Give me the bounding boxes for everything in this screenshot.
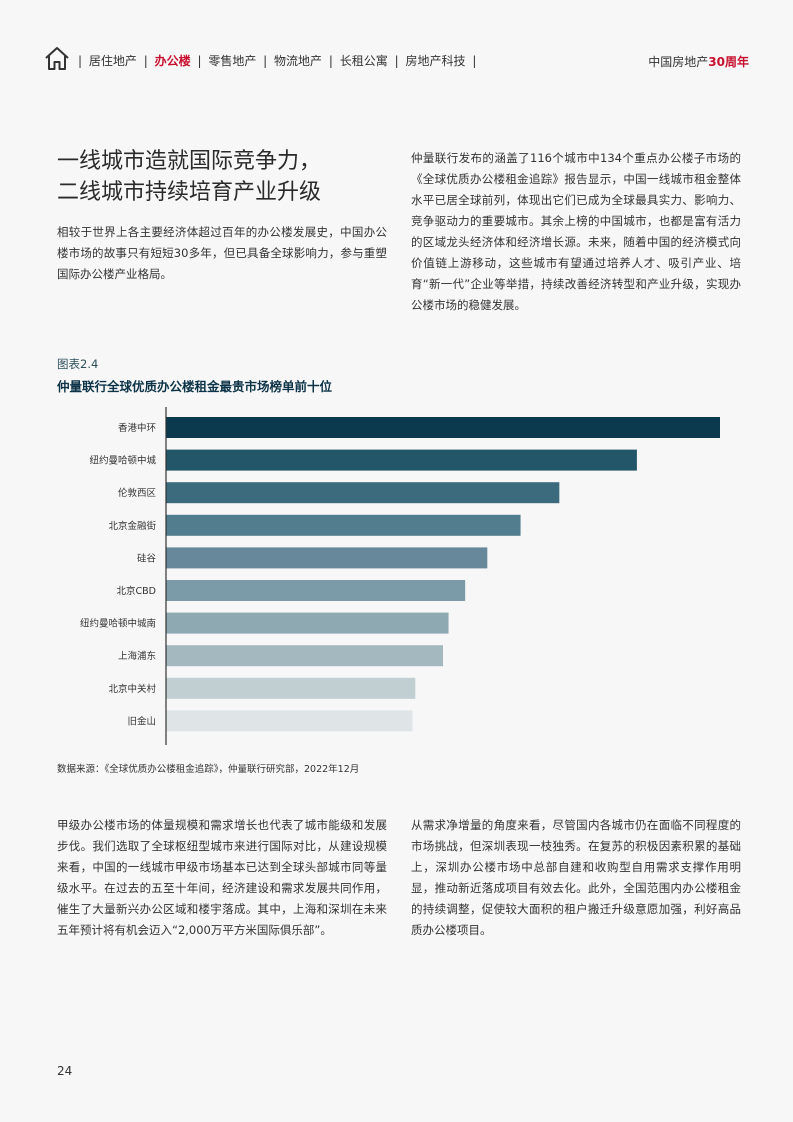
intro-paragraph: 相较于世界上各主要经济体超过百年的办公楼发展史，中国办公楼市场的故事只有短短30… [57, 225, 387, 281]
nav-item-proptech[interactable]: 房地产科技 [405, 54, 466, 68]
category-label: 硅谷 [137, 552, 157, 564]
nav-separator: | [197, 54, 202, 68]
bar-8 [166, 645, 443, 667]
left-column-paragraph: 甲级办公楼市场的体量规模和需求增长也代表了城市能级和发展步伐。我们选取了全球枢纽… [57, 818, 387, 937]
bar-9 [166, 677, 416, 699]
category-label: 香港中环 [118, 422, 156, 434]
category-label: 纽约曼哈顿中城 [89, 455, 156, 467]
nav-item-retail[interactable]: 零售地产 [208, 54, 257, 68]
nav-item-rental-apartments[interactable]: 长租公寓 [339, 54, 388, 68]
figure-title: 仲量联行全球优质办公楼租金最贵市场榜单前十位 [57, 379, 333, 394]
right-column-paragraph-2: 从需求净增量的角度来看，尽管国内各城市仍在面临不同程度的市场挑战，但深圳表现一枝… [411, 818, 741, 937]
bar-5 [166, 547, 488, 569]
headline-line-2: 二线城市持续培育产业升级 [57, 180, 322, 205]
nav-separator: | [472, 54, 477, 68]
category-label: 上海浦东 [118, 650, 156, 662]
section-headline: 一线城市造就国际竞争力， 二线城市持续培育产业升级 [57, 146, 321, 208]
bar-4 [166, 514, 521, 536]
nav-item-office[interactable]: 办公楼 [154, 54, 191, 68]
brand-accent: 30周年 [708, 55, 749, 69]
figure-source: 数据来源：《全球优质办公楼租金追踪》，仲量联行研究部，2022年12月 [57, 764, 360, 775]
brand-prefix: 中国房地产 [648, 55, 709, 69]
bar-7 [166, 612, 449, 634]
house-icon[interactable] [44, 45, 70, 71]
nav-separator: | [78, 54, 83, 68]
headline-line-1: 一线城市造就国际竞争力， [57, 149, 322, 174]
nav-separator: | [328, 54, 333, 68]
figure-label: 图表2.4 [57, 357, 99, 371]
category-label: 北京中关村 [108, 683, 156, 695]
category-label: 伦敦西区 [118, 487, 157, 499]
category-label: 纽约曼哈顿中城南 [80, 618, 156, 630]
bar-10 [166, 710, 413, 732]
bar-3 [166, 482, 560, 504]
page-number: 24 [57, 1064, 73, 1078]
bar-2 [166, 449, 637, 471]
nav-item-residential[interactable]: 居住地产 [88, 54, 137, 68]
nav-separator: | [143, 54, 148, 68]
nav-item-logistics[interactable]: 物流地产 [274, 54, 323, 68]
nav-separator: | [394, 54, 399, 68]
nav-separator: | [263, 54, 268, 68]
bar-6 [166, 580, 466, 601]
section-nav: | 居住地产 | 办公楼 | 零售地产 | 物流地产 | 长租公寓 | 房地产科… [75, 52, 479, 69]
brand-label: 中国房地产30周年 [648, 53, 749, 70]
bar-1 [166, 417, 720, 438]
category-label: 北京CBD [117, 585, 156, 597]
category-label: 旧金山 [127, 715, 156, 727]
right-column-paragraph: 仲量联行发布的涵盖了116个城市中134个重点办公楼子市场的《全球优质办公楼租金… [411, 151, 741, 312]
category-label: 北京金融街 [108, 520, 156, 532]
page-header: | 居住地产 | 办公楼 | 零售地产 | 物流地产 | 长租公寓 | 房地产科… [44, 44, 749, 74]
